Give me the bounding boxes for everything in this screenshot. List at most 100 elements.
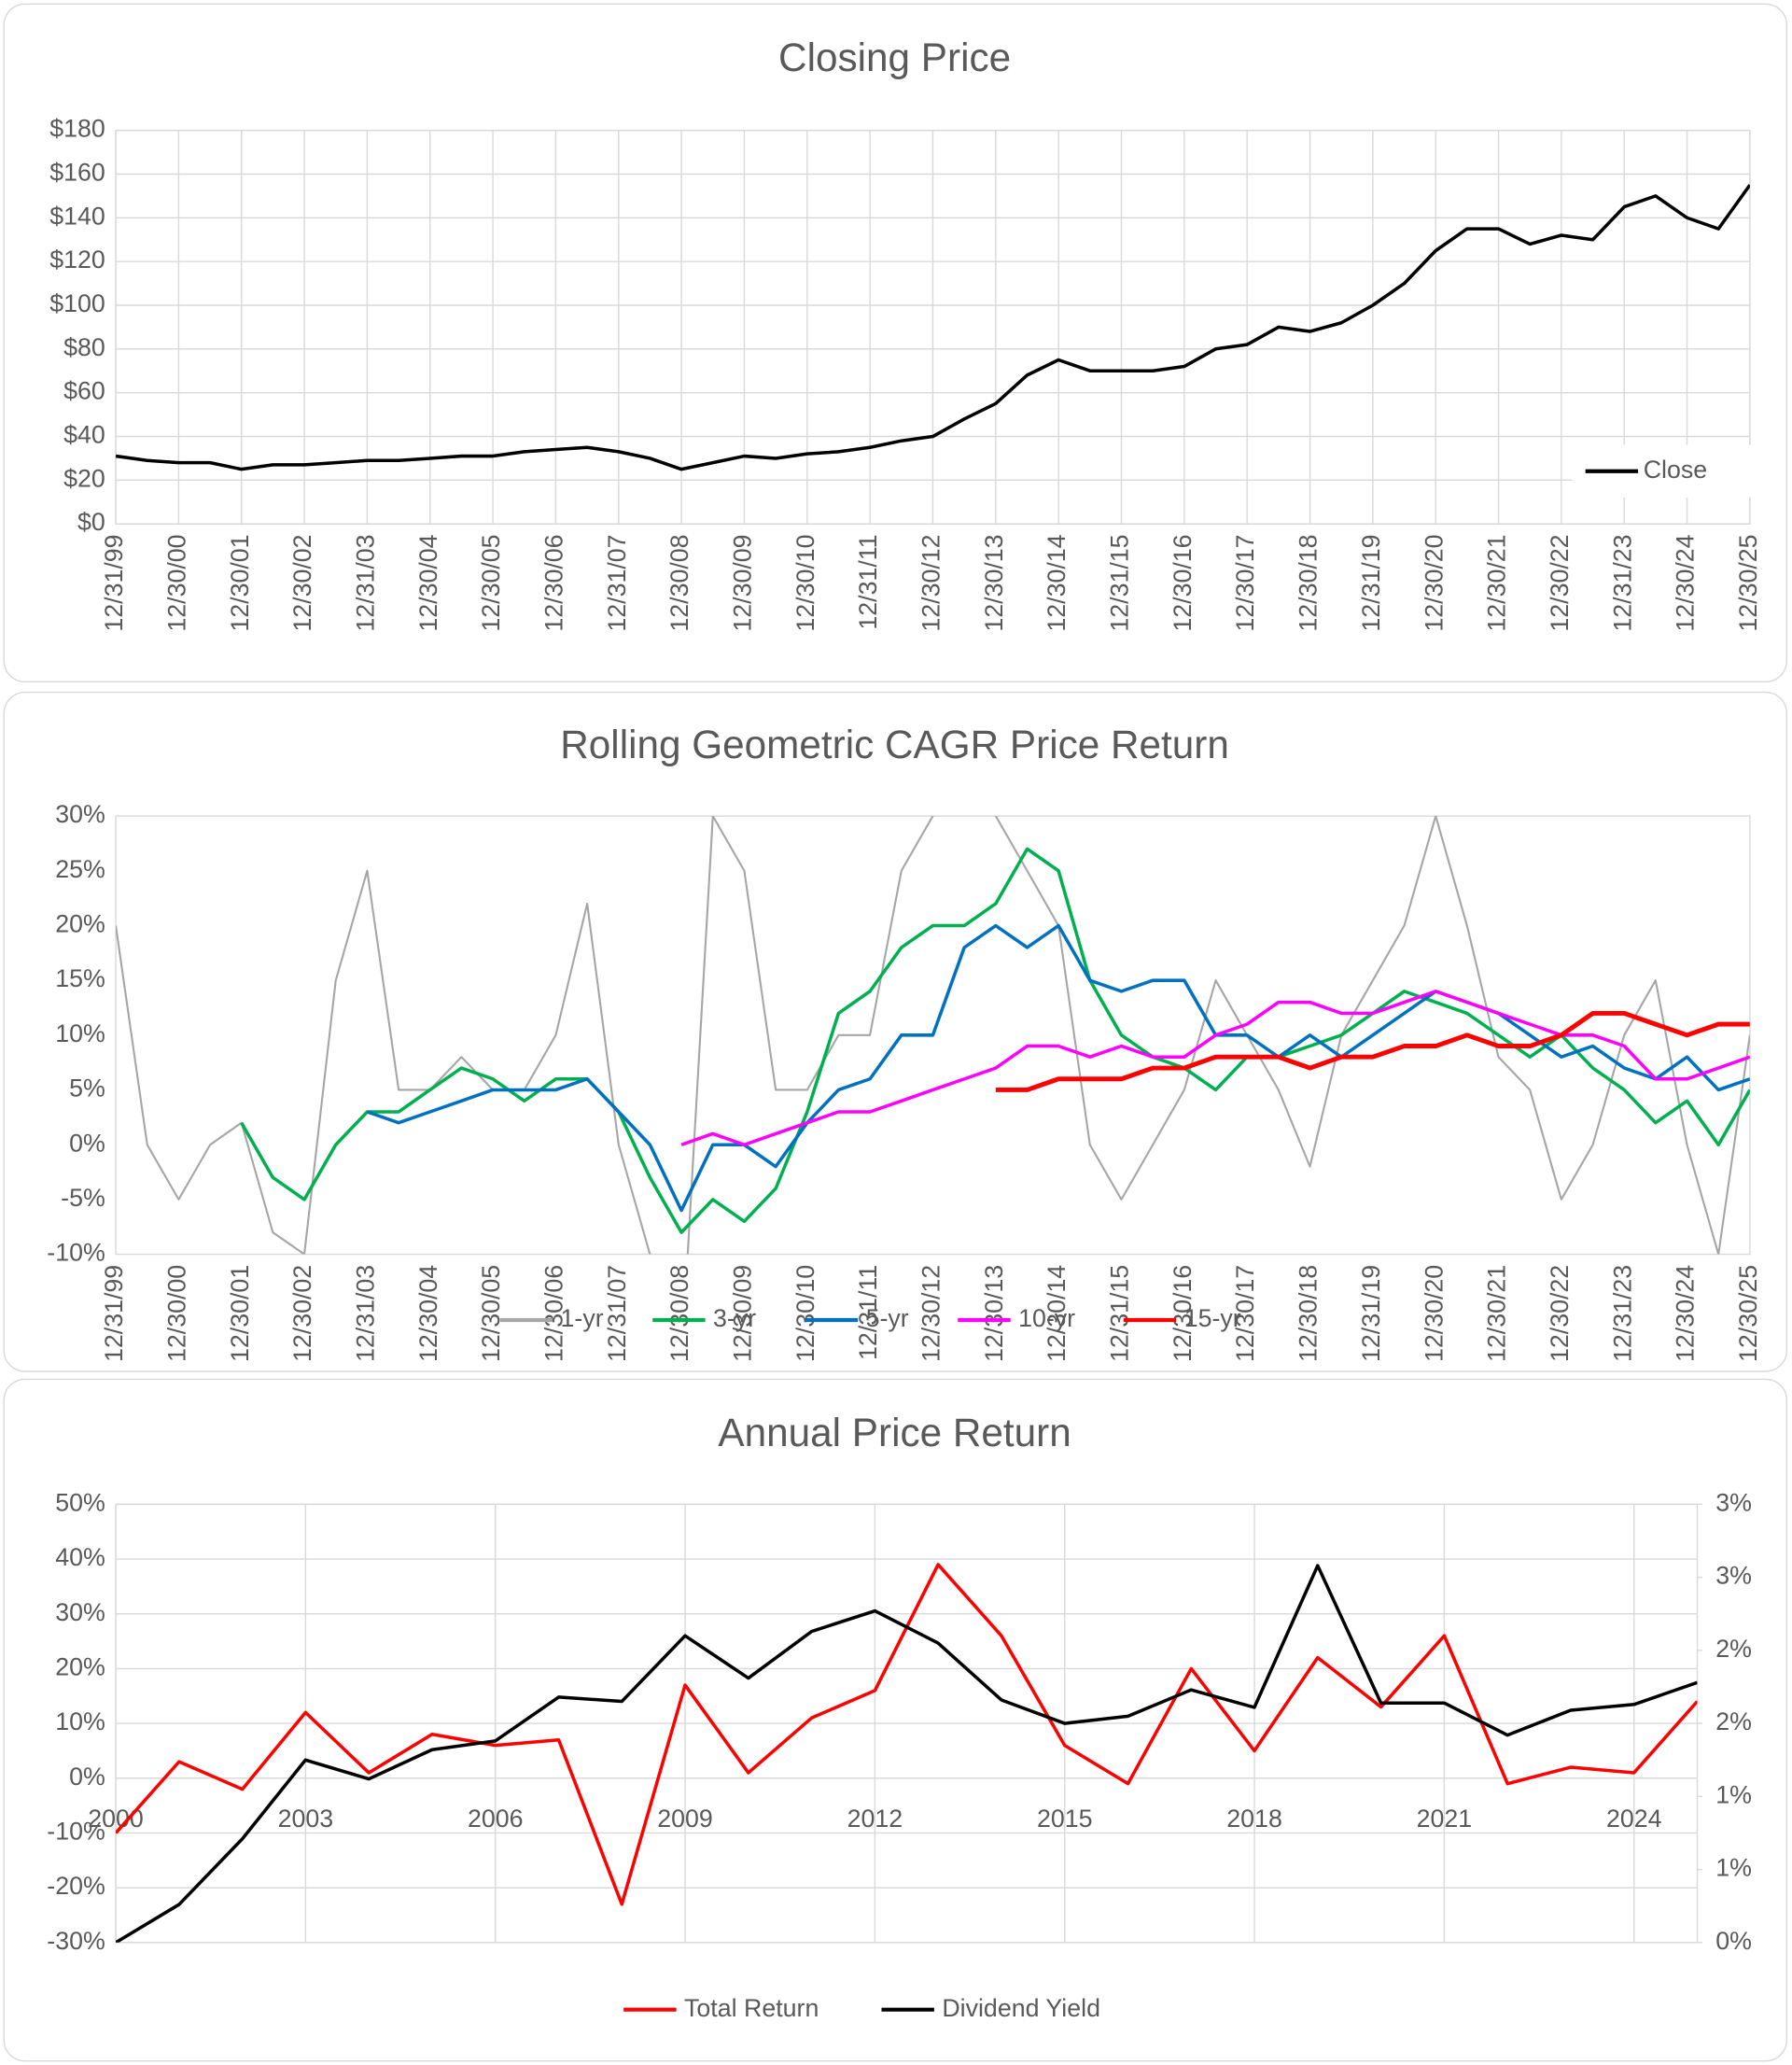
x-tick-label: 12/30/04 bbox=[414, 534, 442, 631]
x-tick-label: 12/31/15 bbox=[1106, 1265, 1134, 1362]
y-tick-label: 15% bbox=[55, 964, 105, 992]
x-tick-label: 12/30/17 bbox=[1231, 534, 1259, 631]
x-tick-label: 12/30/22 bbox=[1546, 534, 1574, 631]
y-tick-label: -30% bbox=[47, 1927, 105, 1955]
x-tick-label: 12/31/23 bbox=[1608, 1265, 1636, 1362]
x-tick-label: 12/31/23 bbox=[1608, 534, 1636, 631]
y2-tick-label: 2% bbox=[1715, 1707, 1752, 1735]
x-tick-label: 12/31/19 bbox=[1357, 1265, 1385, 1362]
y-tick-label: -5% bbox=[61, 1184, 105, 1212]
x-tick-label: 12/30/16 bbox=[1169, 1265, 1197, 1362]
legend-label: 10-yr bbox=[1018, 1304, 1075, 1332]
y-tick-label: $0 bbox=[77, 508, 105, 536]
y-tick-label: $40 bbox=[63, 421, 105, 449]
y-tick-label: 5% bbox=[69, 1075, 105, 1103]
x-tick-label: 12/30/08 bbox=[665, 1265, 693, 1362]
x-tick-label: 12/30/20 bbox=[1420, 534, 1448, 631]
x-tick-label: 12/31/99 bbox=[100, 1265, 128, 1362]
y2-tick-label: 1% bbox=[1715, 1780, 1752, 1808]
x-tick-label: 12/30/14 bbox=[1043, 1265, 1071, 1362]
x-tick-label: 12/30/02 bbox=[288, 534, 316, 631]
x-tick-label: 2009 bbox=[657, 1805, 713, 1833]
x-tick-label: 2021 bbox=[1417, 1805, 1473, 1833]
y2-tick-label: 0% bbox=[1715, 1927, 1752, 1955]
x-tick-label: 12/30/24 bbox=[1672, 1265, 1700, 1362]
series-line bbox=[116, 1564, 1698, 1943]
y-tick-label: $160 bbox=[49, 159, 105, 187]
x-tick-label: 12/30/24 bbox=[1672, 534, 1700, 631]
x-tick-label: 12/30/10 bbox=[791, 534, 819, 631]
legend-label: Dividend Yield bbox=[942, 1994, 1100, 2022]
legend-label: Total Return bbox=[684, 1994, 819, 2022]
x-tick-label: 12/30/09 bbox=[729, 534, 757, 631]
x-tick-label: 12/30/06 bbox=[540, 1265, 568, 1362]
y-tick-label: $180 bbox=[49, 115, 105, 143]
x-tick-label: 12/30/18 bbox=[1295, 1265, 1323, 1362]
legend-label: 15-yr bbox=[1184, 1304, 1241, 1332]
x-tick-label: 12/30/10 bbox=[791, 1265, 819, 1362]
y-tick-label: -10% bbox=[47, 1818, 105, 1846]
x-tick-label: 12/30/02 bbox=[288, 1265, 316, 1362]
y-tick-label: 30% bbox=[55, 800, 105, 828]
x-tick-label: 12/31/15 bbox=[1106, 534, 1134, 631]
y-tick-label: 20% bbox=[55, 1652, 105, 1680]
x-tick-label: 12/31/03 bbox=[351, 534, 379, 631]
x-tick-label: 2012 bbox=[847, 1805, 903, 1833]
x-tick-label: 2006 bbox=[468, 1805, 524, 1833]
y-tick-label: 25% bbox=[55, 855, 105, 883]
x-tick-label: 2003 bbox=[278, 1805, 334, 1833]
x-tick-label: 12/30/25 bbox=[1734, 1265, 1762, 1362]
legend-label: Close bbox=[1644, 456, 1707, 484]
y-tick-label: -20% bbox=[47, 1872, 105, 1900]
x-tick-label: 2015 bbox=[1037, 1805, 1093, 1833]
y-tick-label: $80 bbox=[63, 333, 105, 361]
x-tick-label: 12/31/11 bbox=[854, 534, 882, 629]
x-tick-label: 12/30/00 bbox=[162, 534, 190, 631]
chart-title: Closing Price bbox=[778, 35, 1011, 79]
y-tick-label: $140 bbox=[49, 202, 105, 230]
x-tick-label: 12/30/18 bbox=[1295, 534, 1323, 631]
x-tick-label: 12/31/11 bbox=[854, 1265, 882, 1360]
x-tick-label: 2018 bbox=[1226, 1805, 1282, 1833]
x-tick-label: 12/31/03 bbox=[351, 1265, 379, 1362]
x-tick-label: 12/30/00 bbox=[162, 1265, 190, 1362]
x-tick-label: 12/30/12 bbox=[917, 1265, 945, 1362]
panel bbox=[3, 3, 1788, 683]
y-tick-label: 10% bbox=[55, 1019, 105, 1047]
y2-tick-label: 3% bbox=[1715, 1488, 1752, 1516]
x-tick-label: 12/30/13 bbox=[980, 1265, 1008, 1362]
x-tick-label: 12/30/05 bbox=[477, 1265, 505, 1362]
y-tick-label: $120 bbox=[49, 246, 105, 274]
y-tick-label: $100 bbox=[49, 289, 105, 317]
series-line bbox=[995, 1010, 1750, 1092]
y-tick-label: 50% bbox=[55, 1488, 105, 1516]
x-tick-label: 2000 bbox=[88, 1805, 144, 1833]
x-tick-label: 12/31/99 bbox=[100, 534, 128, 631]
y2-tick-label: 2% bbox=[1715, 1635, 1752, 1663]
y-tick-label: 10% bbox=[55, 1707, 105, 1735]
panel bbox=[3, 1378, 1788, 2062]
x-tick-label: 12/30/25 bbox=[1734, 534, 1762, 631]
series-line bbox=[240, 847, 1750, 1234]
legend-label: 5-yr bbox=[866, 1304, 909, 1332]
x-tick-label: 2024 bbox=[1606, 1805, 1662, 1833]
panel bbox=[3, 691, 1788, 1372]
x-tick-label: 12/30/04 bbox=[414, 1265, 442, 1362]
series-line bbox=[116, 816, 1750, 1255]
chart-title: Rolling Geometric CAGR Price Return bbox=[560, 723, 1229, 766]
y2-tick-label: 3% bbox=[1715, 1562, 1752, 1590]
y-tick-label: 0% bbox=[69, 1129, 105, 1157]
x-tick-label: 12/30/01 bbox=[226, 1265, 254, 1362]
x-tick-label: 12/30/17 bbox=[1231, 1265, 1259, 1362]
x-tick-label: 12/30/21 bbox=[1483, 1265, 1511, 1362]
x-tick-label: 12/30/05 bbox=[477, 534, 505, 631]
x-tick-label: 12/31/19 bbox=[1357, 534, 1385, 631]
x-tick-label: 12/30/12 bbox=[917, 534, 945, 631]
chart-title: Annual Price Return bbox=[718, 1411, 1071, 1454]
legend-label: 1-yr bbox=[561, 1304, 604, 1332]
x-tick-label: 12/30/13 bbox=[980, 534, 1008, 631]
y-tick-label: $60 bbox=[63, 377, 105, 405]
y-tick-label: 30% bbox=[55, 1598, 105, 1626]
